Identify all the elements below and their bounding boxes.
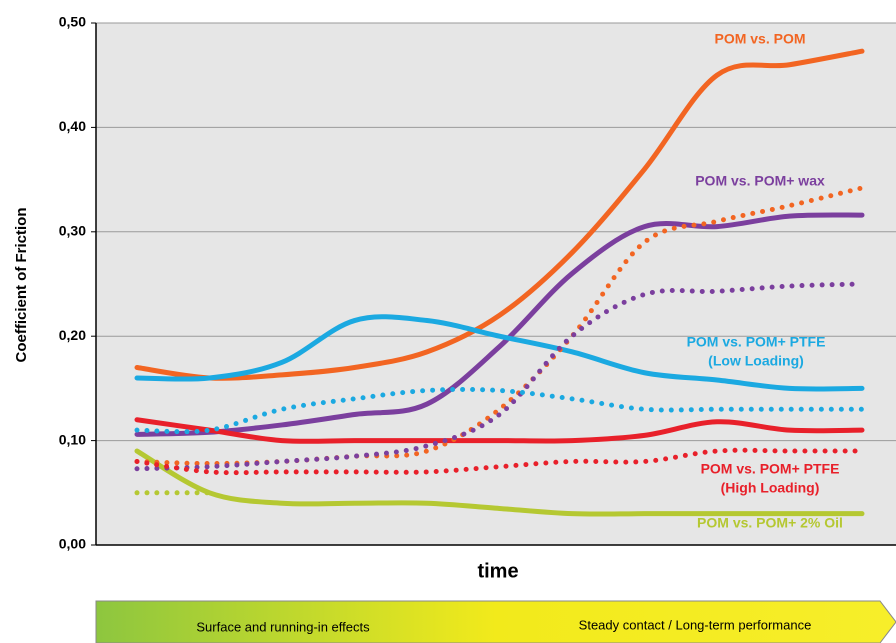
series-label: POM vs. POM+ PTFE: [687, 334, 826, 350]
y-tick-label: 0,20: [59, 327, 86, 343]
y-tick-label: 0,10: [59, 431, 86, 447]
series-label: (High Loading): [721, 480, 820, 496]
series-label: (Low Loading): [708, 353, 804, 369]
line: [134, 448, 865, 517]
series-label: POM vs. POM: [714, 31, 805, 47]
y-tick-label: 0,00: [59, 536, 86, 552]
series-label: POM vs. POM+ PTFE: [701, 461, 840, 477]
series-label: POM vs. POM+ 2% Oil: [697, 515, 843, 531]
y-tick-label: 0,50: [59, 14, 86, 30]
phase-arrow: [95, 600, 896, 643]
y-tick-label: 0,40: [59, 118, 86, 134]
phase-label: Surface and running-in effects: [196, 619, 370, 634]
line: [134, 212, 865, 437]
dotted-line: [134, 281, 865, 472]
line: [134, 48, 865, 381]
line: [134, 314, 865, 392]
phase-label: Steady contact / Long-term performance: [579, 617, 812, 632]
y-tick-label: 0,30: [59, 223, 86, 239]
series-label: POM vs. POM+ wax: [695, 173, 825, 189]
x-axis-title: time: [477, 560, 518, 582]
y-axis-title: Coefficient of Friction: [13, 208, 30, 363]
line: [134, 417, 865, 444]
plot-area: [96, 23, 896, 545]
